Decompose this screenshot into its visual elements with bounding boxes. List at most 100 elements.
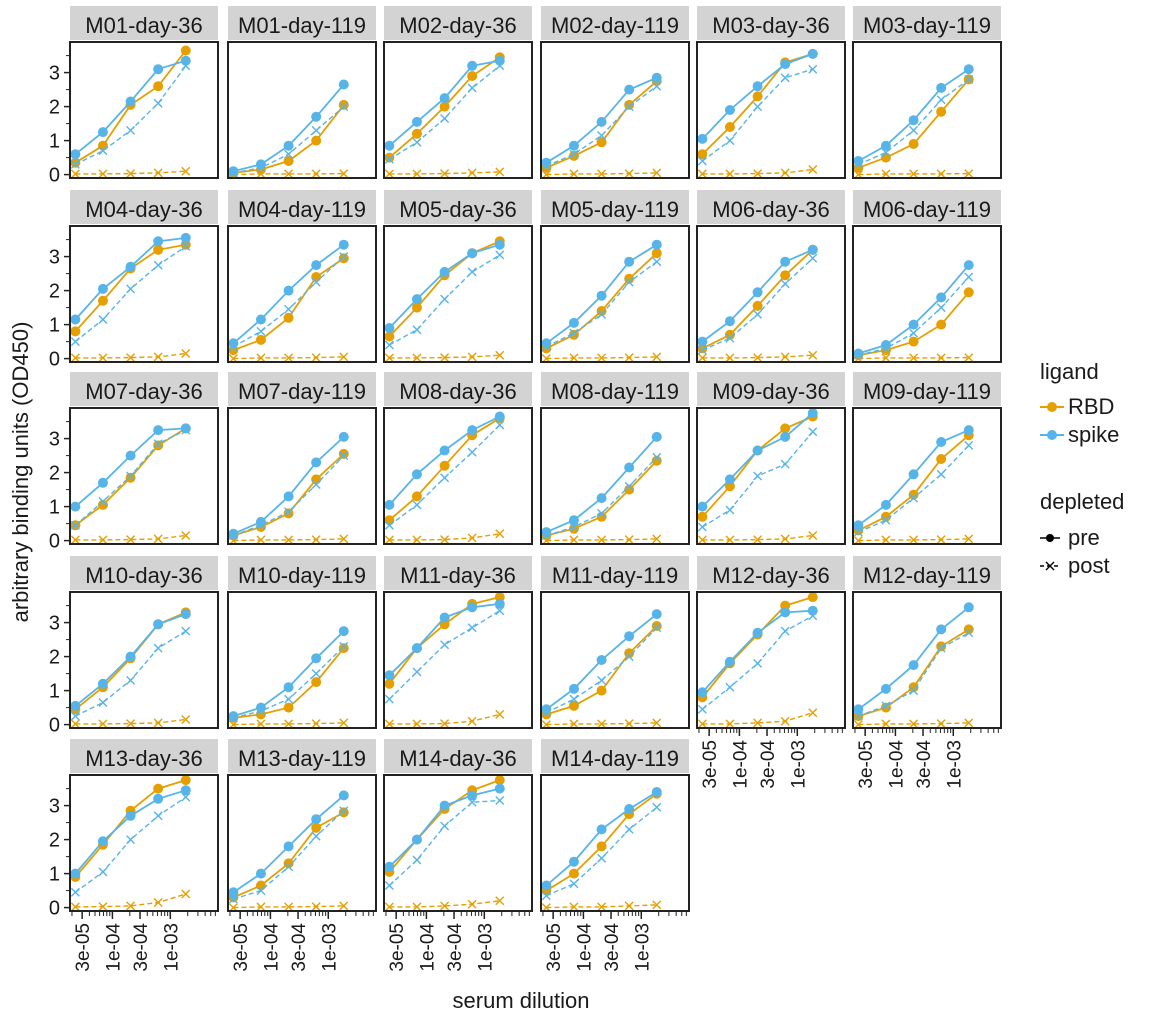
data-point-spike-pre <box>97 127 108 138</box>
data-point-rbd-post <box>964 534 974 544</box>
x-tick-label: 1e-04 <box>730 740 751 789</box>
data-point-spike-pre <box>568 683 579 694</box>
facet-title: M11-day-119 <box>552 563 678 588</box>
facet-strip <box>384 556 532 590</box>
data-point-spike-post <box>98 315 108 324</box>
data-point-spike-pre <box>880 683 891 694</box>
facet-panel: M05-day-119 <box>540 190 690 364</box>
data-point-spike-pre <box>568 856 579 867</box>
data-point-spike-pre <box>963 602 974 613</box>
data-point-spike-pre <box>338 790 349 801</box>
data-point-rbd-post <box>70 169 80 179</box>
facet-panel: M07-day-36 0 1 2 3 <box>49 372 219 553</box>
data-point-spike-pre <box>153 425 164 436</box>
data-point-spike-post <box>697 156 707 166</box>
series-line-spike-post <box>74 245 187 343</box>
y-axis-label: arbitrary binding units (OD450) <box>8 322 33 623</box>
series-line-rbd-post <box>546 722 657 726</box>
data-point-spike-post <box>753 102 763 112</box>
legend-rbd-label: RBD <box>1068 394 1114 419</box>
series-line-rbd-post <box>546 904 657 909</box>
data-point-spike-post <box>440 473 450 483</box>
series-line-rbd-pre <box>388 240 501 338</box>
facet-title: M08-day-36 <box>399 379 516 404</box>
data-point-spike-post <box>964 440 974 450</box>
data-point-rbd-post <box>284 902 294 912</box>
panel-frame <box>540 407 690 545</box>
data-point-spike-pre <box>568 317 579 328</box>
data-point-rbd-pre <box>70 157 81 168</box>
panel-frame <box>696 225 846 363</box>
data-point-spike-post <box>412 325 422 335</box>
data-point-spike-post <box>440 640 450 650</box>
data-point-rbd-post <box>569 353 579 363</box>
facet-panel: M09-day-119 <box>852 372 1002 546</box>
data-point-spike-post <box>153 439 163 449</box>
data-point-spike-pre <box>541 704 552 715</box>
data-point-spike-pre <box>624 462 635 473</box>
facet-strip <box>541 190 689 224</box>
data-point-spike-pre <box>384 670 395 681</box>
data-point-rbd-post <box>652 534 662 544</box>
data-point-spike-pre <box>255 314 266 325</box>
data-point-spike-post <box>98 146 108 156</box>
facet-panel: M12-day-119 3e-05 1e-04 3e-04 1e-03 <box>852 556 1002 789</box>
data-point-rbd-pre <box>568 700 579 711</box>
data-point-spike-post <box>597 853 607 863</box>
data-point-rbd-pre <box>70 326 81 337</box>
data-point-spike-pre <box>651 787 662 797</box>
facet-panel: M14-day-36 3e-05 1e-04 3e-04 1e-03 <box>383 739 533 972</box>
data-point-spike-pre <box>568 515 579 526</box>
data-point-spike-pre <box>153 236 164 247</box>
data-point-spike-pre <box>880 340 891 350</box>
series-line-spike-post <box>858 444 970 533</box>
panel-frame <box>696 591 846 729</box>
data-point-spike-pre <box>541 338 552 349</box>
data-point-rbd-post <box>412 353 422 363</box>
series-line-spike-post <box>546 627 658 714</box>
facet-strip <box>697 556 845 590</box>
data-point-rbd-pre <box>439 101 450 112</box>
data-point-spike-pre <box>494 783 505 794</box>
data-point-spike-post <box>153 643 163 653</box>
facet-title: M04-day-119 <box>238 197 366 222</box>
data-point-rbd-pre <box>807 592 818 603</box>
data-point-spike-pre <box>338 79 349 90</box>
data-point-spike-post <box>98 698 108 707</box>
series-line-rbd-post <box>233 722 344 726</box>
facet-title: M02-day-36 <box>399 13 516 38</box>
data-point-rbd-post <box>569 535 579 545</box>
facet-panel: M09-day-36 <box>696 372 846 545</box>
data-point-spike-pre <box>467 790 478 801</box>
panel-frame <box>69 774 219 912</box>
data-point-rbd-pre <box>384 515 395 526</box>
data-point-spike-post <box>98 867 108 877</box>
facet-panel: M03-day-36 <box>696 6 846 179</box>
x-tick-label: 1e-04 <box>103 923 124 972</box>
series-line-spike-post <box>858 632 970 717</box>
facet-title: M10-day-36 <box>85 563 202 588</box>
series-line-spike-pre <box>701 412 814 508</box>
data-point-spike-pre <box>411 643 422 654</box>
data-point-spike-post <box>936 95 946 105</box>
series-line-spike-post <box>388 424 501 526</box>
y-tick-label: 1 <box>49 864 60 886</box>
data-point-spike-pre <box>541 527 552 538</box>
facet-panel: M03-day-119 <box>852 6 1002 180</box>
data-point-rbd-post <box>753 169 763 179</box>
data-point-rbd-post <box>467 168 477 178</box>
data-point-rbd-pre <box>724 122 735 132</box>
data-point-spike-post <box>98 497 108 506</box>
data-point-spike-post <box>339 252 349 262</box>
panel-frame <box>69 41 219 179</box>
data-point-spike-pre <box>97 477 108 488</box>
data-point-rbd-post <box>70 353 80 363</box>
data-point-spike-post <box>467 447 477 457</box>
y-tick-label: 3 <box>49 429 60 451</box>
series-line-rbd-pre <box>546 625 658 716</box>
data-point-rbd-post <box>284 169 294 179</box>
data-point-rbd-post <box>70 902 80 912</box>
data-point-rbd-pre <box>125 472 136 483</box>
data-point-rbd-post <box>412 169 422 179</box>
data-point-rbd-pre <box>651 248 662 259</box>
